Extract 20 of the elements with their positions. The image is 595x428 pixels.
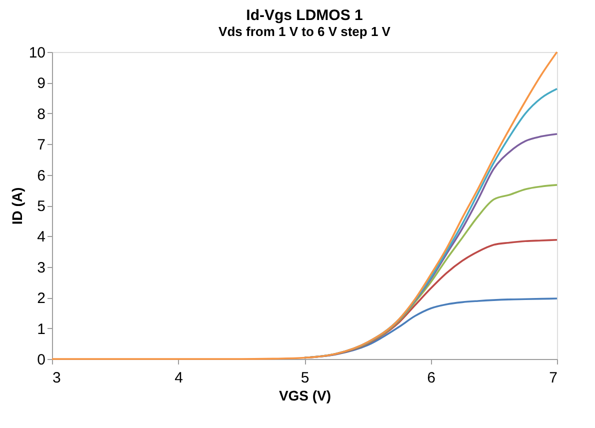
y-tick-label: 6 — [37, 167, 46, 184]
y-tick-label: 1 — [37, 320, 46, 338]
x-tick-label: 4 — [174, 370, 183, 386]
y-tick-label: 3 — [37, 259, 46, 276]
y-tick-label: 5 — [37, 198, 46, 215]
y-tick-label: 4 — [37, 228, 46, 246]
x-tick-label: 5 — [300, 370, 310, 386]
y-tick-label: 9 — [37, 75, 46, 92]
x-tick-label: 7 — [549, 370, 558, 386]
y-axis-title: ID (A) — [8, 187, 25, 225]
y-tick-label: 8 — [37, 106, 46, 123]
chart-title: Id-Vgs LDMOS 1 — [246, 7, 363, 24]
y-tick-label: 7 — [37, 136, 46, 154]
x-axis-title: VGS (V) — [278, 388, 332, 404]
x-tick-label: 6 — [427, 370, 436, 386]
chart-subtitle: Vds from 1 V to 6 V step 1 V — [218, 24, 391, 39]
y-tick-label: 0 — [37, 352, 46, 368]
y-tick-label: 2 — [37, 290, 46, 308]
x-tick-label: 3 — [52, 370, 61, 386]
y-tick-label: 10 — [28, 44, 46, 62]
